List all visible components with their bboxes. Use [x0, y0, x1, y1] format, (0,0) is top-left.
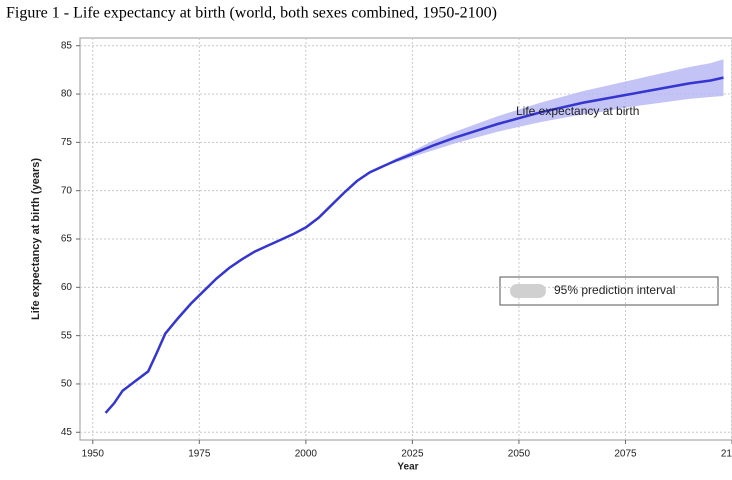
x-tick-label: 1950 — [82, 449, 105, 460]
x-tick-label: 2075 — [614, 449, 637, 460]
y-tick-label: 55 — [61, 330, 73, 341]
y-tick-label: 60 — [61, 282, 73, 293]
x-tick-label: 1975 — [188, 449, 211, 460]
x-tick-label: 2025 — [401, 449, 424, 460]
x-tick-label: 2100 — [721, 449, 732, 460]
series-label: Life expectancy at birth — [516, 104, 639, 118]
legend-swatch — [510, 284, 546, 298]
line — [104, 76, 724, 414]
y-tick-label: 75 — [61, 137, 73, 148]
y-tick-label: 80 — [61, 89, 73, 100]
y-tick-label: 70 — [61, 185, 73, 196]
x-axis-label: Year — [397, 462, 418, 473]
prediction-band — [382, 59, 724, 167]
y-tick-label: 65 — [61, 234, 73, 245]
legend-label: 95% prediction interval — [554, 283, 675, 297]
y-tick-label: 50 — [61, 379, 73, 390]
x-tick-label: 2000 — [295, 449, 318, 460]
y-axis-label: Life expectancy at birth (years) — [30, 158, 42, 320]
x-tick-label: 2050 — [508, 449, 531, 460]
y-tick-label: 85 — [61, 40, 73, 51]
y-tick-label: 45 — [61, 427, 73, 438]
chart-title: Figure 1 - Life expectancy at birth (wor… — [6, 5, 497, 22]
